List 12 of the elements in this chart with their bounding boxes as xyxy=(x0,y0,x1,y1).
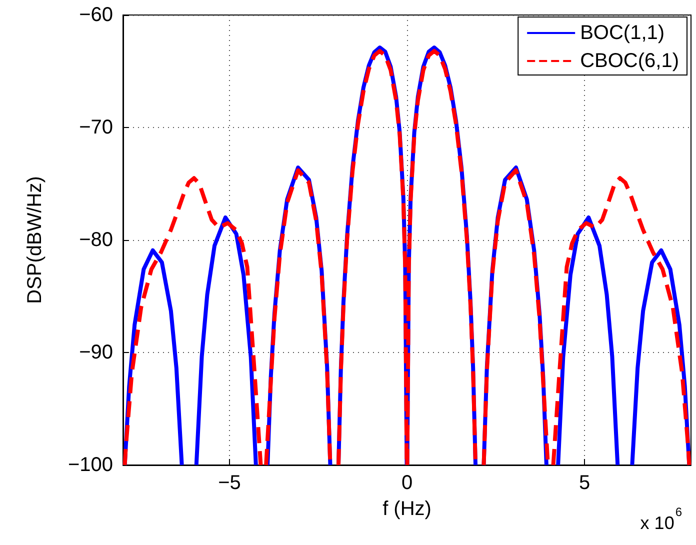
x-axis-title: f (Hz) xyxy=(382,498,432,520)
x-tick-label: 0 xyxy=(401,472,413,494)
y-axis-title: DSP(dBW/Hz) xyxy=(24,176,46,304)
x-tick-label: −5 xyxy=(218,472,241,494)
x-tick-label: 5 xyxy=(578,472,590,494)
y-tick-label: −70 xyxy=(79,116,113,138)
legend-label: BOC(1,1) xyxy=(580,22,665,44)
legend-label: CBOC(6,1) xyxy=(580,50,679,72)
y-tick-label: −90 xyxy=(79,342,113,364)
y-tick-label: −100 xyxy=(68,454,113,476)
y-tick-label: −80 xyxy=(79,229,113,251)
y-tick-label: −60 xyxy=(79,4,113,26)
